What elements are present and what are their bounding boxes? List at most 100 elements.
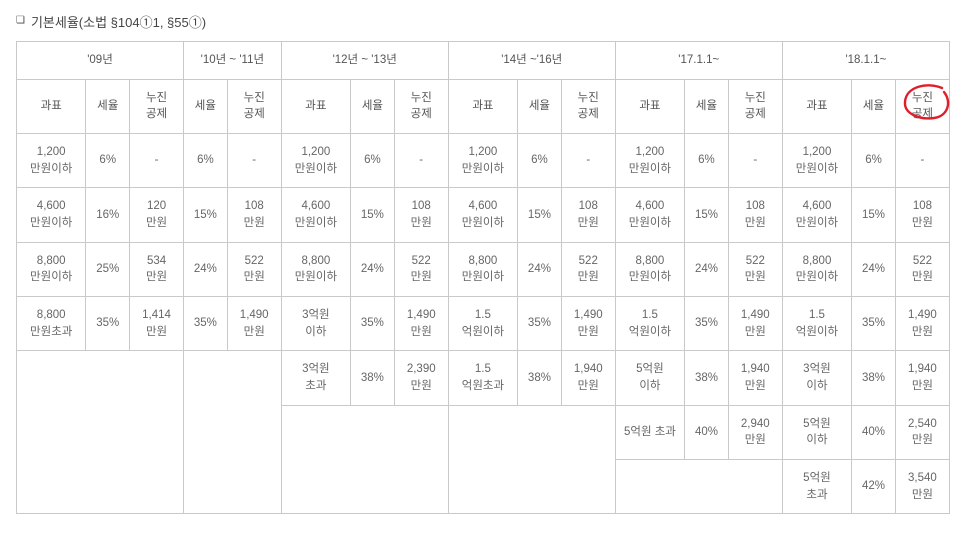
rate-cell: 6% — [184, 134, 228, 188]
col-rate: 세율 — [184, 79, 228, 133]
bracket-cell: 8,800만원이하 — [281, 242, 350, 296]
period-header: '10년 ~ '11년 — [184, 42, 282, 80]
deduction-cell: 3,540만원 — [895, 460, 949, 514]
col-bracket: 과표 — [448, 79, 517, 133]
table-row: 3억원초과38%2,390만원1.5억원초과38%1,940만원5억원이하38%… — [17, 351, 950, 405]
period-header: '18.1.1~ — [782, 42, 949, 80]
empty-cell — [448, 405, 615, 514]
bullet-icon: ❏ — [16, 15, 25, 26]
empty-cell — [281, 405, 448, 514]
bracket-cell: 5억원이하 — [615, 351, 684, 405]
deduction-cell: 1,490만원 — [561, 297, 615, 351]
bracket-cell: 4,600만원이하 — [615, 188, 684, 242]
col-deduction-label: 누진공제 — [912, 92, 933, 121]
bracket-cell: 4,600만원이하 — [782, 188, 851, 242]
tax-rate-table: '09년 '10년 ~ '11년 '12년 ~ '13년 '14년 ~'16년 … — [16, 41, 950, 514]
col-deduction: 누진공제 — [728, 79, 782, 133]
table-row: 8,800만원이하25%534만원24%522만원8,800만원이하24%522… — [17, 242, 950, 296]
deduction-cell: 522만원 — [895, 242, 949, 296]
bracket-cell: 1,200만원이하 — [17, 134, 86, 188]
deduction-cell: 1,940만원 — [728, 351, 782, 405]
col-rate: 세율 — [685, 79, 729, 133]
bracket-cell: 8,800만원이하 — [17, 242, 86, 296]
rate-cell: 24% — [351, 242, 395, 296]
deduction-cell: 2,940만원 — [728, 405, 782, 459]
bracket-cell: 5억원이하 — [782, 405, 851, 459]
rate-cell: 40% — [852, 405, 896, 459]
rate-cell: 35% — [852, 297, 896, 351]
bracket-cell: 4,600만원이하 — [17, 188, 86, 242]
bracket-cell: 8,800만원이하 — [448, 242, 517, 296]
deduction-cell: 1,490만원 — [394, 297, 448, 351]
period-header: '12년 ~ '13년 — [281, 42, 448, 80]
bracket-cell: 3억원이하 — [281, 297, 350, 351]
bracket-cell: 3억원이하 — [782, 351, 851, 405]
table-row: 4,600만원이하16%120만원15%108만원4,600만원이하15%108… — [17, 188, 950, 242]
rate-cell: 25% — [86, 242, 130, 296]
deduction-cell: 1,490만원 — [227, 297, 281, 351]
bracket-cell: 1.5억원초과 — [448, 351, 517, 405]
rate-cell: 24% — [184, 242, 228, 296]
deduction-cell: - — [728, 134, 782, 188]
rate-cell: 15% — [685, 188, 729, 242]
rate-cell: 40% — [685, 405, 729, 459]
deduction-cell: - — [394, 134, 448, 188]
bracket-cell: 3억원초과 — [281, 351, 350, 405]
rate-cell: 38% — [852, 351, 896, 405]
table-row: 1,200만원이하6%-6%-1,200만원이하6%-1,200만원이하6%-1… — [17, 134, 950, 188]
rate-cell: 42% — [852, 460, 896, 514]
col-rate: 세율 — [852, 79, 896, 133]
deduction-cell: 108만원 — [394, 188, 448, 242]
deduction-cell: 522만원 — [728, 242, 782, 296]
rate-cell: 38% — [351, 351, 395, 405]
rate-cell: 35% — [685, 297, 729, 351]
col-bracket: 과표 — [782, 79, 851, 133]
period-header-row: '09년 '10년 ~ '11년 '12년 ~ '13년 '14년 ~'16년 … — [17, 42, 950, 80]
rate-cell: 6% — [86, 134, 130, 188]
col-bracket: 과표 — [615, 79, 684, 133]
col-deduction: 누진공제 — [130, 79, 184, 133]
rate-cell: 16% — [86, 188, 130, 242]
rate-cell: 15% — [852, 188, 896, 242]
deduction-cell: 534만원 — [130, 242, 184, 296]
rate-cell: 38% — [518, 351, 562, 405]
col-deduction: 누진공제 — [561, 79, 615, 133]
col-deduction-circled: 누진공제 — [895, 79, 949, 133]
bracket-cell: 1.5억원이하 — [448, 297, 517, 351]
deduction-cell: 108만원 — [895, 188, 949, 242]
rate-cell: 6% — [351, 134, 395, 188]
deduction-cell: 1,414만원 — [130, 297, 184, 351]
rate-cell: 35% — [184, 297, 228, 351]
bracket-cell: 1,200만원이하 — [281, 134, 350, 188]
bracket-cell: 5억원초과 — [782, 460, 851, 514]
page-title: ❏ 기본세율(소법 §104①1, §55①) — [16, 12, 950, 31]
col-bracket: 과표 — [281, 79, 350, 133]
rate-cell: 35% — [86, 297, 130, 351]
bracket-cell: 4,600만원이하 — [281, 188, 350, 242]
bracket-cell: 5억원 초과 — [615, 405, 684, 459]
rate-cell: 35% — [518, 297, 562, 351]
rate-cell: 24% — [685, 242, 729, 296]
empty-cell — [615, 460, 782, 514]
rate-cell: 15% — [184, 188, 228, 242]
deduction-cell: 1,490만원 — [895, 297, 949, 351]
table-head: '09년 '10년 ~ '11년 '12년 ~ '13년 '14년 ~'16년 … — [17, 42, 950, 134]
bracket-cell: 1.5억원이하 — [615, 297, 684, 351]
deduction-cell: - — [895, 134, 949, 188]
rate-cell: 15% — [351, 188, 395, 242]
empty-cell — [184, 351, 282, 514]
deduction-cell: - — [130, 134, 184, 188]
col-deduction: 누진공제 — [227, 79, 281, 133]
bracket-cell: 8,800만원이하 — [615, 242, 684, 296]
deduction-cell: 108만원 — [227, 188, 281, 242]
bracket-cell: 4,600만원이하 — [448, 188, 517, 242]
title-text: 기본세율(소법 §104①1, §55①) — [31, 12, 206, 31]
period-header: '17.1.1~ — [615, 42, 782, 80]
period-header: '14년 ~'16년 — [448, 42, 615, 80]
deduction-cell: 2,390만원 — [394, 351, 448, 405]
rate-cell: 24% — [518, 242, 562, 296]
deduction-cell: 120만원 — [130, 188, 184, 242]
bracket-cell: 1,200만원이하 — [615, 134, 684, 188]
deduction-cell: 2,540만원 — [895, 405, 949, 459]
bracket-cell: 8,800만원초과 — [17, 297, 86, 351]
